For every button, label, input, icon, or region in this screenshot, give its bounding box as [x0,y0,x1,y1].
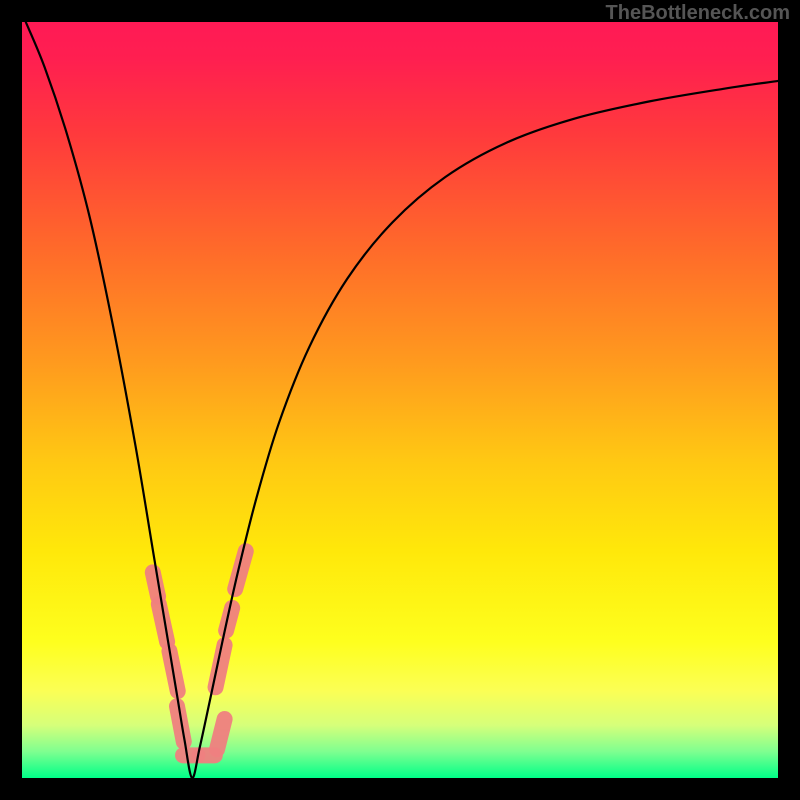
bottleneck-chart [0,0,800,800]
data-marker [217,719,225,749]
watermark-text: TheBottleneck.com [606,2,790,25]
plot-background [22,22,778,778]
